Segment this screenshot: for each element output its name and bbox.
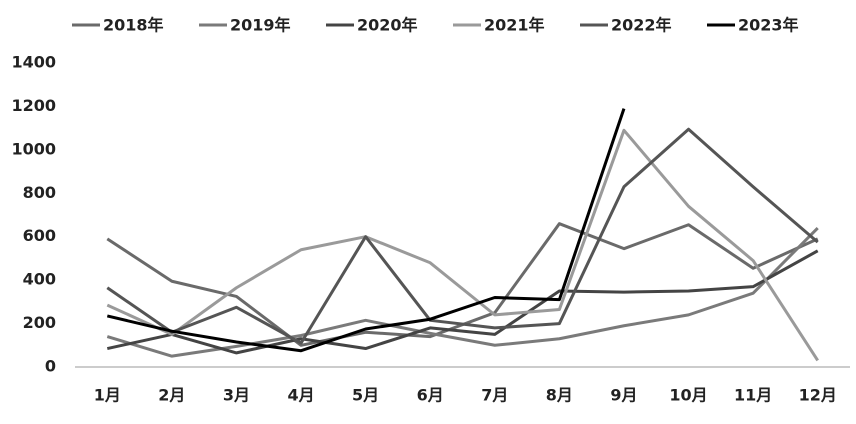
x-tick-label: 7月 <box>481 386 508 405</box>
x-tick-label: 4月 <box>287 386 314 405</box>
series-line <box>106 226 819 358</box>
y-tick-label: 200 <box>23 313 56 332</box>
legend-label: 2022年 <box>611 16 672 35</box>
y-tick-label: 400 <box>23 270 56 289</box>
x-tick-label: 2月 <box>158 386 185 405</box>
y-tick-label: 1000 <box>11 139 56 158</box>
x-tick-label: 11月 <box>734 386 772 405</box>
x-tick-label: 10月 <box>669 386 707 405</box>
x-tick-label: 1月 <box>94 386 121 405</box>
x-tick-label: 6月 <box>417 386 444 405</box>
y-tick-label: 0 <box>45 357 56 376</box>
y-tick-label: 800 <box>23 183 56 202</box>
y-tick-label: 1400 <box>11 53 56 72</box>
series-line <box>106 128 819 362</box>
legend-label: 2021年 <box>484 16 545 35</box>
legend-label: 2023年 <box>738 16 799 35</box>
x-tick-label: 9月 <box>610 386 637 405</box>
series-line <box>106 108 626 353</box>
y-tick-label: 1200 <box>11 96 56 115</box>
x-tick-label: 8月 <box>546 386 573 405</box>
x-tick-label: 12月 <box>799 386 837 405</box>
series-line <box>106 222 819 347</box>
x-tick-label: 5月 <box>352 386 379 405</box>
legend-label: 2019年 <box>230 16 291 35</box>
series-line <box>106 249 819 355</box>
series-line <box>106 127 819 345</box>
legend-label: 2018年 <box>103 16 164 35</box>
legend-label: 2020年 <box>357 16 418 35</box>
x-tick-label: 3月 <box>223 386 250 405</box>
y-tick-label: 600 <box>23 226 56 245</box>
